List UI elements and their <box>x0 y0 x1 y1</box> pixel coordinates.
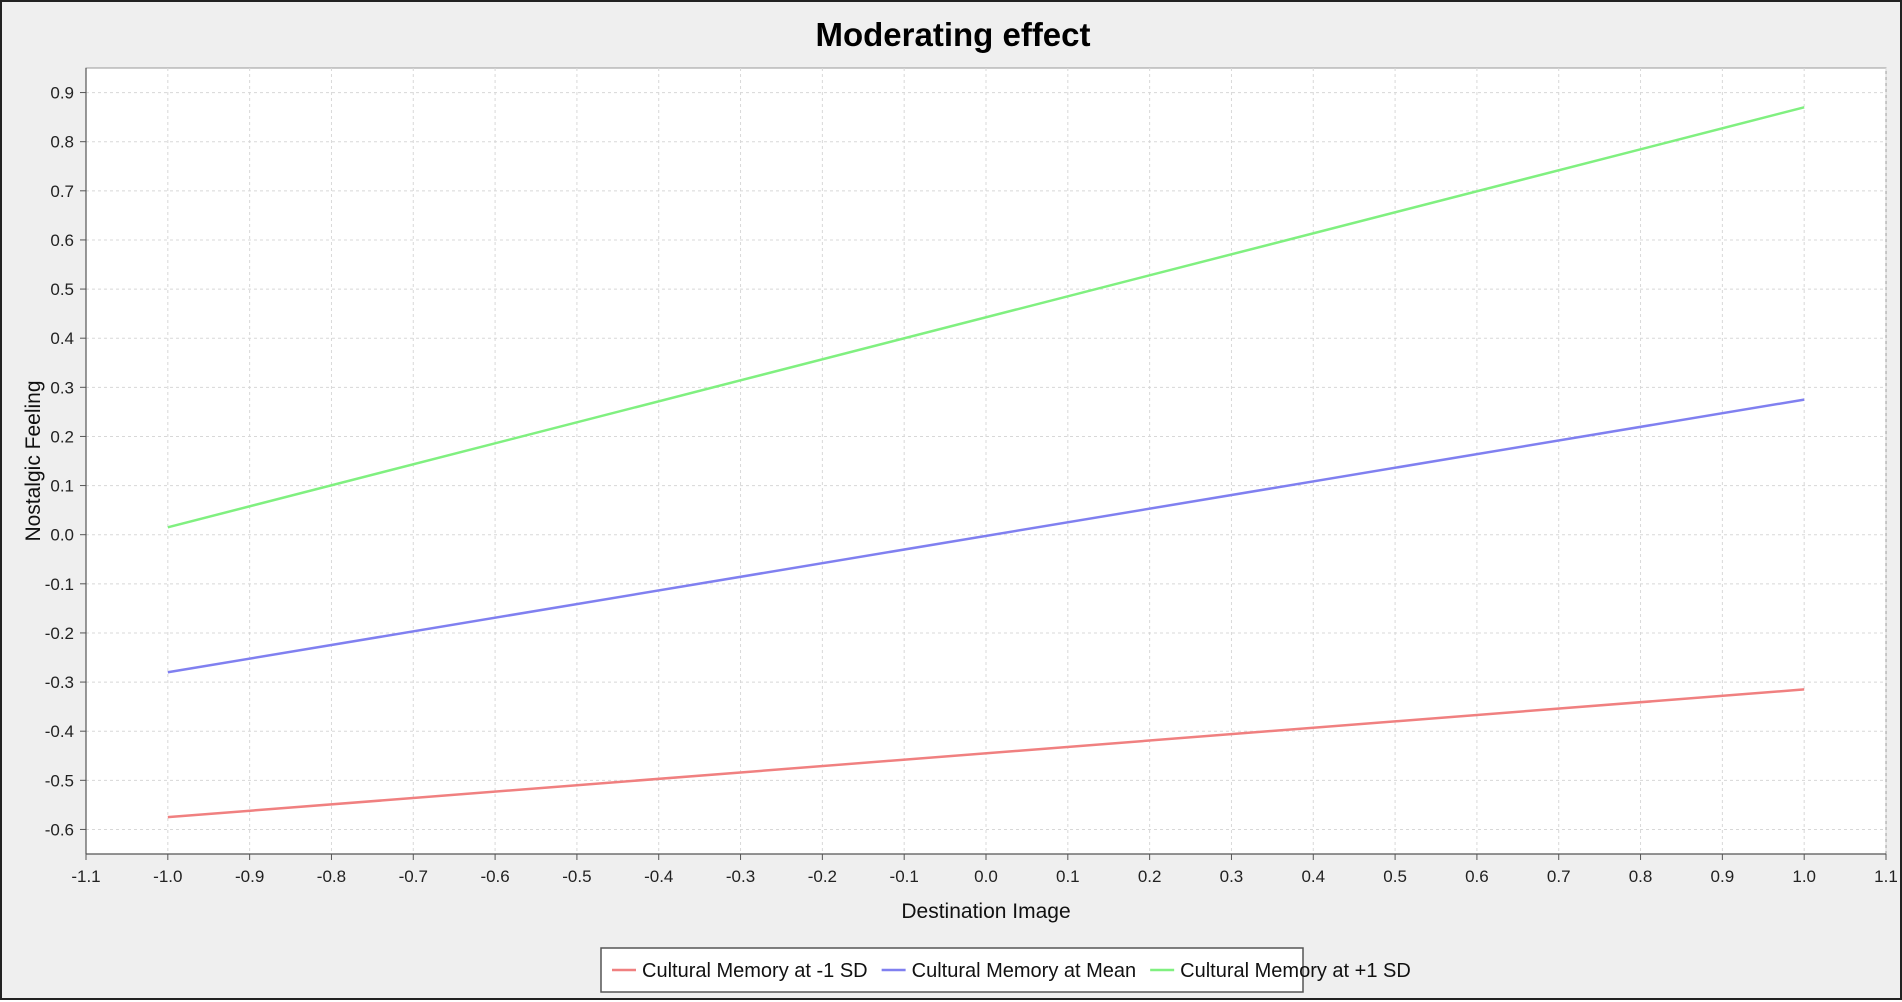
x-tick-label: -0.4 <box>644 867 673 886</box>
x-tick-label: 1.0 <box>1792 867 1816 886</box>
x-tick-label: -0.7 <box>399 867 428 886</box>
legend-box <box>600 947 1304 993</box>
axes: -1.1 -1.0 -0.9 -0.8 -0.7 -0.6 -0.5 -0.4 -0.3 -0.2… <box>45 68 1898 886</box>
y-tick-label: 0.8 <box>50 133 74 152</box>
series-line-2 <box>167 106 1805 529</box>
x-tick-label: -0.6 <box>480 867 509 886</box>
chart-title: Moderating effect <box>815 16 1090 53</box>
y-tick-label: 0.9 <box>50 84 74 103</box>
x-tick-label: 0.3 <box>1220 867 1244 886</box>
y-tick-label: 0.7 <box>50 182 74 201</box>
series-lines <box>167 106 1805 819</box>
x-tick-label: -0.1 <box>890 867 919 886</box>
x-tick-label: 0.2 <box>1138 867 1162 886</box>
x-tick-label: 1.1 <box>1874 867 1898 886</box>
y-tick-label: 0.3 <box>50 378 74 397</box>
x-tick-label: -1.1 <box>71 867 100 886</box>
y-tick-label: -0.3 <box>45 673 74 692</box>
y-axis-title: Nostalgic Feeling <box>22 380 45 541</box>
x-tick-label: 0.5 <box>1383 867 1407 886</box>
x-tick-label: -1.0 <box>153 867 182 886</box>
x-tick-label: -0.2 <box>808 867 837 886</box>
grid <box>85 68 1887 854</box>
y-tick-label: -0.6 <box>45 820 74 839</box>
x-tick-label: -0.9 <box>235 867 264 886</box>
y-tick-label: 0.5 <box>50 280 74 299</box>
x-axis-title: Destination Image <box>901 900 1070 923</box>
y-tick-label: -0.2 <box>45 624 74 643</box>
x-tick-label: 0.0 <box>974 867 998 886</box>
legend-label-1: Cultural Memory at Mean <box>912 960 1137 982</box>
y-tick-label: -0.1 <box>45 575 74 594</box>
x-tick-label: -0.3 <box>726 867 755 886</box>
y-tick-label: 0.2 <box>50 427 74 446</box>
y-tick-label: -0.4 <box>45 722 74 741</box>
y-tick-label: 0.6 <box>50 231 74 250</box>
x-tick-label: -0.8 <box>317 867 346 886</box>
y-tick-label: 0.1 <box>50 477 74 496</box>
x-tick-label: 0.1 <box>1056 867 1080 886</box>
x-tick-label: 0.8 <box>1629 867 1653 886</box>
legend-label-0: Cultural Memory at -1 SD <box>642 960 868 982</box>
series-line-0 <box>167 688 1805 819</box>
x-tick-label: 0.6 <box>1465 867 1489 886</box>
y-tick-label: 0.4 <box>50 329 74 348</box>
y-tick-label: -0.5 <box>45 771 74 790</box>
x-tick-label: 0.4 <box>1301 867 1325 886</box>
legend: Cultural Memory at -1 SD Cultural Memory … <box>600 947 1411 993</box>
x-tick-label: 0.9 <box>1711 867 1735 886</box>
x-tick-label: -0.5 <box>562 867 591 886</box>
series-line-1 <box>167 398 1805 674</box>
y-tick-label: 0.0 <box>50 526 74 545</box>
x-tick-label: 0.7 <box>1547 867 1571 886</box>
legend-label-2: Cultural Memory at +1 SD <box>1180 960 1411 982</box>
